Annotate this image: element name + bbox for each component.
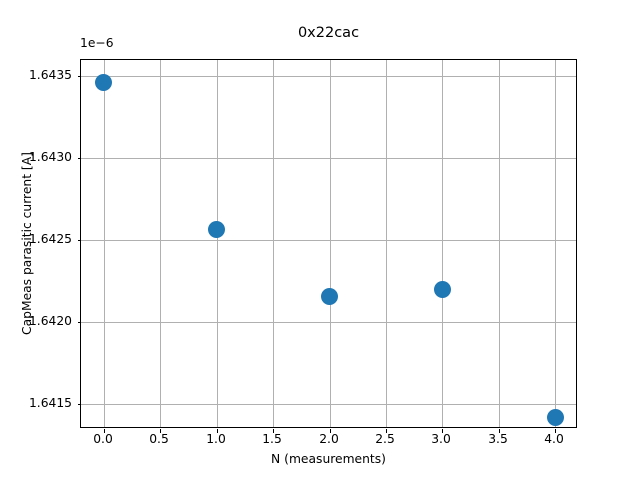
x-tick-label: 3.0 — [431, 432, 451, 446]
y-axis-offset-text: 1e−6 — [80, 36, 114, 50]
x-gridline — [273, 60, 274, 427]
data-point — [433, 281, 451, 299]
x-tick-label: 1.5 — [262, 432, 282, 446]
x-tick-label: 0.5 — [149, 432, 169, 446]
x-tick-label: 3.5 — [488, 432, 508, 446]
y-gridline — [81, 76, 576, 77]
x-tick-mark — [499, 429, 500, 433]
y-tick-mark — [77, 404, 81, 405]
page-title: 0x22cac — [297, 25, 360, 41]
y-tick-label: 1.6425 — [28, 232, 72, 246]
y-gridline — [81, 158, 576, 159]
x-gridline — [330, 60, 331, 427]
x-gridline — [217, 60, 218, 427]
y-tick-mark — [77, 158, 81, 159]
x-tick-mark — [442, 429, 443, 433]
x-gridline — [499, 60, 500, 427]
plot-surface — [81, 60, 576, 427]
x-tick-mark — [160, 429, 161, 433]
x-gridline — [386, 60, 387, 427]
y-gridline — [81, 404, 576, 405]
x-gridline — [555, 60, 556, 427]
data-point — [321, 288, 338, 306]
x-tick-mark — [555, 429, 556, 433]
y-tick-label: 1.6420 — [28, 314, 72, 328]
x-tick-label: 1.0 — [206, 432, 226, 446]
data-point — [208, 221, 226, 239]
y-tick-mark — [77, 76, 81, 77]
x-gridline — [160, 60, 161, 427]
y-gridline — [81, 240, 576, 241]
x-tick-mark — [217, 429, 218, 433]
x-tick-label: 4.0 — [544, 432, 564, 446]
data-point — [546, 409, 564, 426]
x-tick-label: 2.0 — [319, 432, 339, 446]
plot-axes — [77, 59, 577, 433]
y-tick-label: 1.6430 — [28, 150, 72, 164]
x-axis-label: N (measurements) — [271, 452, 386, 466]
y-tick-label: 1.6435 — [28, 68, 72, 82]
x-axis-tick-labels: 0.0 0.5 1.0 1.5 2.0 2.5 3.0 3.5 4.0 — [80, 432, 577, 450]
x-tick-label: 2.5 — [375, 432, 395, 446]
x-tick-label: 0.0 — [93, 432, 113, 446]
y-axis-label: CapMeas parasitic current [A] — [20, 152, 34, 335]
x-tick-mark — [104, 429, 105, 433]
x-tick-mark — [273, 429, 274, 433]
x-gridline — [442, 60, 443, 427]
x-gridline — [104, 60, 105, 427]
x-tick-mark — [386, 429, 387, 433]
x-tick-mark — [330, 429, 331, 433]
data-point — [95, 74, 113, 92]
y-gridline — [81, 322, 576, 323]
y-tick-mark — [77, 240, 81, 241]
y-tick-mark — [77, 322, 81, 323]
y-tick-label: 1.6415 — [28, 396, 72, 410]
y-axis-tick-labels: 1.6415 1.6420 1.6425 1.6430 1.6435 — [0, 59, 72, 428]
